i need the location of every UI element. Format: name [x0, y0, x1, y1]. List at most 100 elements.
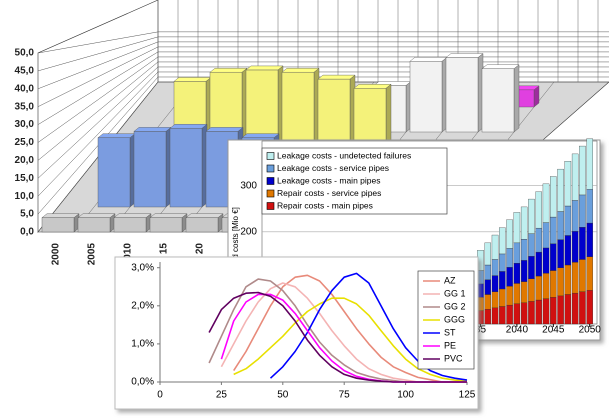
- y-tick-label: 25,0: [15, 137, 35, 148]
- bar-top: [113, 213, 152, 218]
- y-tick-label: 200: [240, 226, 257, 237]
- bar-segment: [542, 222, 550, 249]
- bar-segment: [586, 222, 593, 257]
- bar-top: [209, 68, 248, 73]
- x-tick-label: 15: [159, 243, 170, 255]
- bar-segment: [571, 292, 579, 325]
- bar-segment: [564, 264, 572, 295]
- chart-line: 0,0% 1,0% 2,0% 3,0% 0 25 50 75 100 125 AZ GG 1 GG 2 G…: [114, 256, 479, 410]
- y-tick-label: 30,0: [15, 119, 35, 130]
- bar-segment: [506, 248, 513, 268]
- legend-label: PE: [444, 340, 456, 350]
- bar: [133, 131, 167, 208]
- bar-top: [353, 84, 392, 89]
- bar-segment: [586, 189, 593, 224]
- bar-segment: [571, 200, 579, 232]
- bar-segment: [484, 242, 492, 266]
- bar-segment: [571, 153, 579, 201]
- bar-segment: [506, 286, 513, 306]
- x-tick-label: 100: [397, 390, 414, 401]
- legend-swatch: [266, 202, 275, 210]
- bar-segment: [586, 256, 593, 291]
- series-line: [233, 297, 468, 382]
- bar-segment: [528, 278, 535, 302]
- bar-segment: [520, 206, 528, 240]
- bar: [41, 217, 75, 233]
- bar-segment: [564, 294, 572, 325]
- bar-segment: [535, 299, 542, 325]
- bar-segment: [557, 211, 564, 240]
- y-tick-label: 20,0: [15, 155, 35, 166]
- legend-label: Leakage costs - main pipes: [277, 175, 380, 185]
- panel: [114, 256, 479, 410]
- bar-segment: [542, 298, 550, 325]
- bar-segment: [557, 295, 564, 325]
- grid-line: [37, 36, 159, 72]
- grid-line: [37, 31, 159, 54]
- bar-segment: [535, 251, 542, 277]
- bar: [113, 217, 147, 233]
- bar: [409, 61, 443, 133]
- legend-label: Leakage costs - service pipes: [277, 163, 389, 173]
- bar-segment: [579, 291, 586, 325]
- grid-line: [37, 51, 159, 125]
- legend-label: GG 2: [444, 301, 466, 311]
- bar-segment: [528, 233, 535, 257]
- bar: [149, 217, 183, 233]
- x-tick-label: 20: [195, 243, 206, 255]
- bar-segment: [535, 275, 542, 301]
- bar: [481, 68, 515, 133]
- legend-swatch: [266, 164, 275, 173]
- bar-segment: [579, 194, 586, 228]
- x-tick-label: 35: [475, 325, 487, 336]
- x-tick-label: 2005: [87, 243, 98, 266]
- bar-segment: [550, 176, 557, 218]
- bar-segment: [550, 297, 557, 325]
- bar-side: [513, 64, 520, 133]
- bar-segment: [513, 212, 521, 244]
- bar-top: [169, 124, 208, 129]
- bar-top: [241, 133, 280, 138]
- bar-segment: [491, 307, 499, 325]
- y-tick-label: 40,0: [15, 83, 35, 94]
- y-tick-label: 3,0%: [131, 262, 154, 273]
- y-tick-label: 50,0: [15, 48, 35, 59]
- bar-top: [185, 213, 224, 218]
- bar-segment: [571, 231, 579, 263]
- bar-segment: [484, 309, 492, 325]
- x-tick-label: 125: [459, 390, 476, 401]
- bar-top: [149, 213, 188, 218]
- legend-box: [261, 147, 448, 215]
- y-axis-label: discounted costs [Mio €]: [231, 207, 240, 293]
- bar-segment: [506, 219, 513, 249]
- legend-swatch: [266, 152, 275, 160]
- bar: [97, 137, 131, 208]
- bar-segment: [557, 267, 564, 297]
- bar-segment: [535, 191, 542, 229]
- bar-segment: [557, 168, 564, 212]
- legend-label: ST: [444, 327, 456, 337]
- x-tick-label: 75: [339, 390, 351, 401]
- bar-segment: [579, 259, 586, 292]
- bar-top: [481, 64, 520, 69]
- legend-label: AZ: [444, 275, 456, 285]
- bar-top: [97, 133, 136, 138]
- y-tick-label: 300: [240, 180, 257, 191]
- bar-top: [133, 127, 172, 132]
- x-tick-label: 2050: [579, 325, 602, 336]
- bar-top: [173, 77, 212, 82]
- bar-segment: [528, 198, 535, 234]
- legend-swatch: [266, 189, 275, 198]
- grid-line: [37, 41, 159, 90]
- bar-top: [205, 127, 244, 132]
- x-tick-label: 2040: [506, 325, 529, 336]
- y-tick-label: 0,0%: [131, 377, 154, 388]
- bar-segment: [506, 267, 513, 287]
- bar-segment: [520, 302, 528, 325]
- bar-top: [41, 213, 80, 218]
- x-tick-label: 25: [216, 390, 228, 401]
- bar-segment: [542, 183, 550, 223]
- bar-segment: [491, 291, 499, 309]
- bar-segment: [579, 227, 586, 260]
